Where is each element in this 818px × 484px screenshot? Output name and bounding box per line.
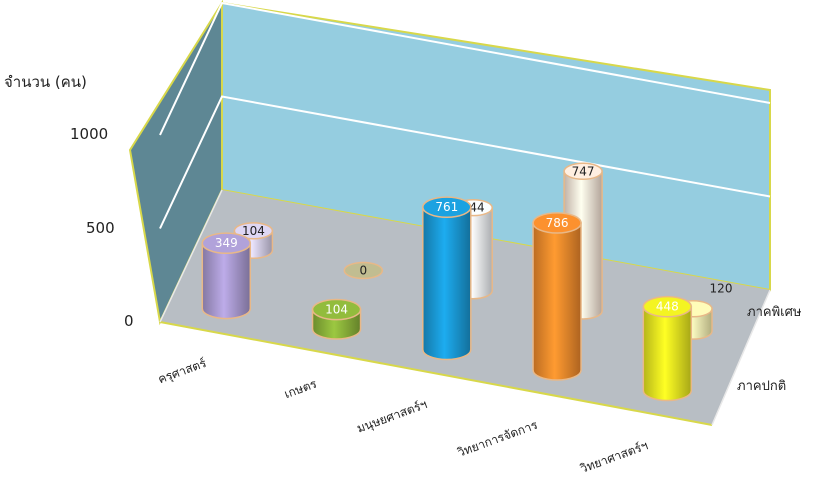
bar-top (343, 261, 384, 280)
bar-top (563, 162, 603, 180)
bar-top (311, 298, 362, 321)
bar: 0 (343, 261, 384, 280)
data-label: 349 (215, 236, 238, 250)
bar-body (201, 242, 252, 320)
category-label: วิทยาศาสตร์ฯ (578, 438, 650, 476)
data-label: 761 (435, 200, 458, 214)
y-ticks: 0 500 1000 (70, 125, 134, 330)
bar-top (532, 212, 582, 234)
series-label: ภาคปกติ (737, 379, 786, 394)
bar: 104 (233, 222, 274, 259)
bar-body (642, 305, 693, 402)
data-label: 747 (572, 164, 595, 178)
y-axis-label: จำนวน (คน) (4, 73, 87, 91)
y-tick-label: 0 (124, 312, 134, 330)
bar-body (422, 206, 472, 361)
series-labels: ภาคปกติ ภาคพิเศษ (737, 305, 802, 394)
series-label: ภาคพิเศษ (747, 305, 802, 320)
bar: 104 (311, 298, 362, 340)
bar: 349 (201, 232, 252, 320)
category-label: เกษตร (282, 376, 319, 401)
data-label: 786 (546, 216, 569, 230)
category-label: ครุศาสตร์ (156, 356, 209, 388)
category-label: วิทยาการจัดการ (455, 418, 540, 460)
y-tick-label: 1000 (70, 125, 108, 143)
bar-top (201, 232, 252, 255)
data-label: 0 (359, 264, 367, 278)
data-label: 448 (656, 300, 679, 314)
bar: 761 (422, 196, 472, 361)
bar-top (233, 222, 274, 240)
bar-top (642, 295, 693, 318)
bar-top (422, 196, 472, 218)
data-label: 104 (242, 224, 265, 238)
bar-body (532, 222, 582, 381)
gridline (159, 1, 771, 136)
y-tick-label: 500 (86, 219, 115, 237)
data-label: 120 (710, 282, 733, 296)
data-label: 104 (325, 303, 348, 317)
bar: 448 (642, 295, 693, 402)
bar: 786 (532, 212, 582, 381)
category-label: มนุษยศาสตร์ฯ (355, 397, 429, 436)
